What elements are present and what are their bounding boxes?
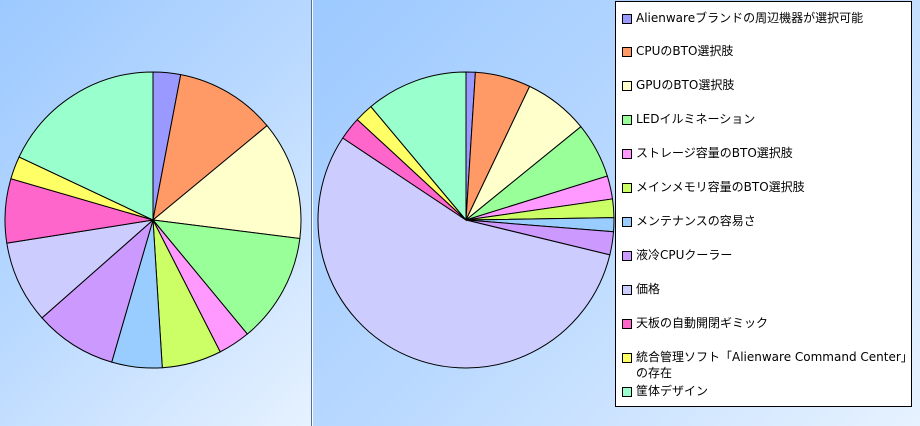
right-pie-slice-8 bbox=[317, 137, 611, 369]
chart-legend: Alienwareブランドの周辺機器が選択可能 CPUのBTO選択肢 GPUのBTO… bbox=[615, 1, 912, 407]
legend-label: GPUのBTO選択肢 bbox=[636, 78, 735, 92]
legend-swatch-icon bbox=[622, 81, 632, 91]
legend-label: 天板の自動開閉ギミック bbox=[636, 316, 769, 330]
legend-item: 天板の自動開閉ギミック bbox=[622, 315, 907, 331]
legend-swatch-icon bbox=[622, 47, 632, 57]
legend-label: メインメモリ容量のBTO選択肢 bbox=[636, 180, 805, 194]
legend-label: CPUのBTO選択肢 bbox=[636, 44, 734, 58]
legend-label: LEDイルミネーション bbox=[636, 112, 756, 126]
left-pie-chart bbox=[4, 71, 302, 369]
legend-item: メンテナンスの容易さ bbox=[622, 213, 907, 229]
legend-swatch-icon bbox=[622, 183, 632, 193]
legend-swatch-icon bbox=[622, 149, 632, 159]
legend-item: メインメモリ容量のBTO選択肢 bbox=[622, 179, 907, 195]
legend-swatch-icon bbox=[622, 319, 632, 329]
legend-swatch-icon bbox=[622, 115, 632, 125]
legend-item: 統合管理ソフト「Alienware Command Center」の存在 bbox=[622, 349, 907, 381]
left-pie-slice-7 bbox=[41, 218, 154, 363]
legend-swatch-icon bbox=[622, 353, 632, 363]
left-pie-slice-8 bbox=[6, 219, 155, 319]
legend-item: ストレージ容量のBTO選択肢 bbox=[622, 145, 907, 161]
legend-label: 筐体デザイン bbox=[636, 384, 709, 398]
legend-item: Alienwareブランドの周辺機器が選択可能 bbox=[622, 10, 907, 26]
legend-swatch-icon bbox=[622, 14, 632, 24]
legend-label: 統合管理ソフト「Alienware Command Center」の存在 bbox=[636, 350, 907, 380]
legend-label: メンテナンスの容易さ bbox=[636, 214, 756, 228]
legend-item: CPUのBTO選択肢 bbox=[622, 43, 907, 59]
right-pie-chart bbox=[317, 71, 615, 369]
legend-swatch-icon bbox=[622, 285, 632, 295]
legend-swatch-icon bbox=[622, 217, 632, 227]
legend-item: 筐体デザイン bbox=[622, 383, 907, 399]
legend-label: ストレージ容量のBTO選択肢 bbox=[636, 146, 793, 160]
left-pie-slice-11 bbox=[18, 71, 154, 221]
legend-label: 液冷CPUクーラー bbox=[636, 248, 733, 262]
left-pie-slice-3 bbox=[151, 219, 301, 335]
left-pie-slice-1 bbox=[152, 74, 268, 222]
right-pie-slice-11 bbox=[370, 71, 467, 222]
left-pie-slice-2 bbox=[151, 124, 302, 240]
legend-label: 価格 bbox=[636, 282, 661, 296]
legend-swatch-icon bbox=[622, 387, 632, 397]
legend-item: GPUのBTO選択肢 bbox=[622, 77, 907, 93]
legend-item: 液冷CPUクーラー bbox=[622, 247, 907, 263]
legend-item: LEDイルミネーション bbox=[622, 111, 907, 127]
legend-item: 価格 bbox=[622, 281, 907, 297]
legend-label: Alienwareブランドの周辺機器が選択可能 bbox=[636, 11, 864, 25]
legend-swatch-icon bbox=[622, 251, 632, 261]
